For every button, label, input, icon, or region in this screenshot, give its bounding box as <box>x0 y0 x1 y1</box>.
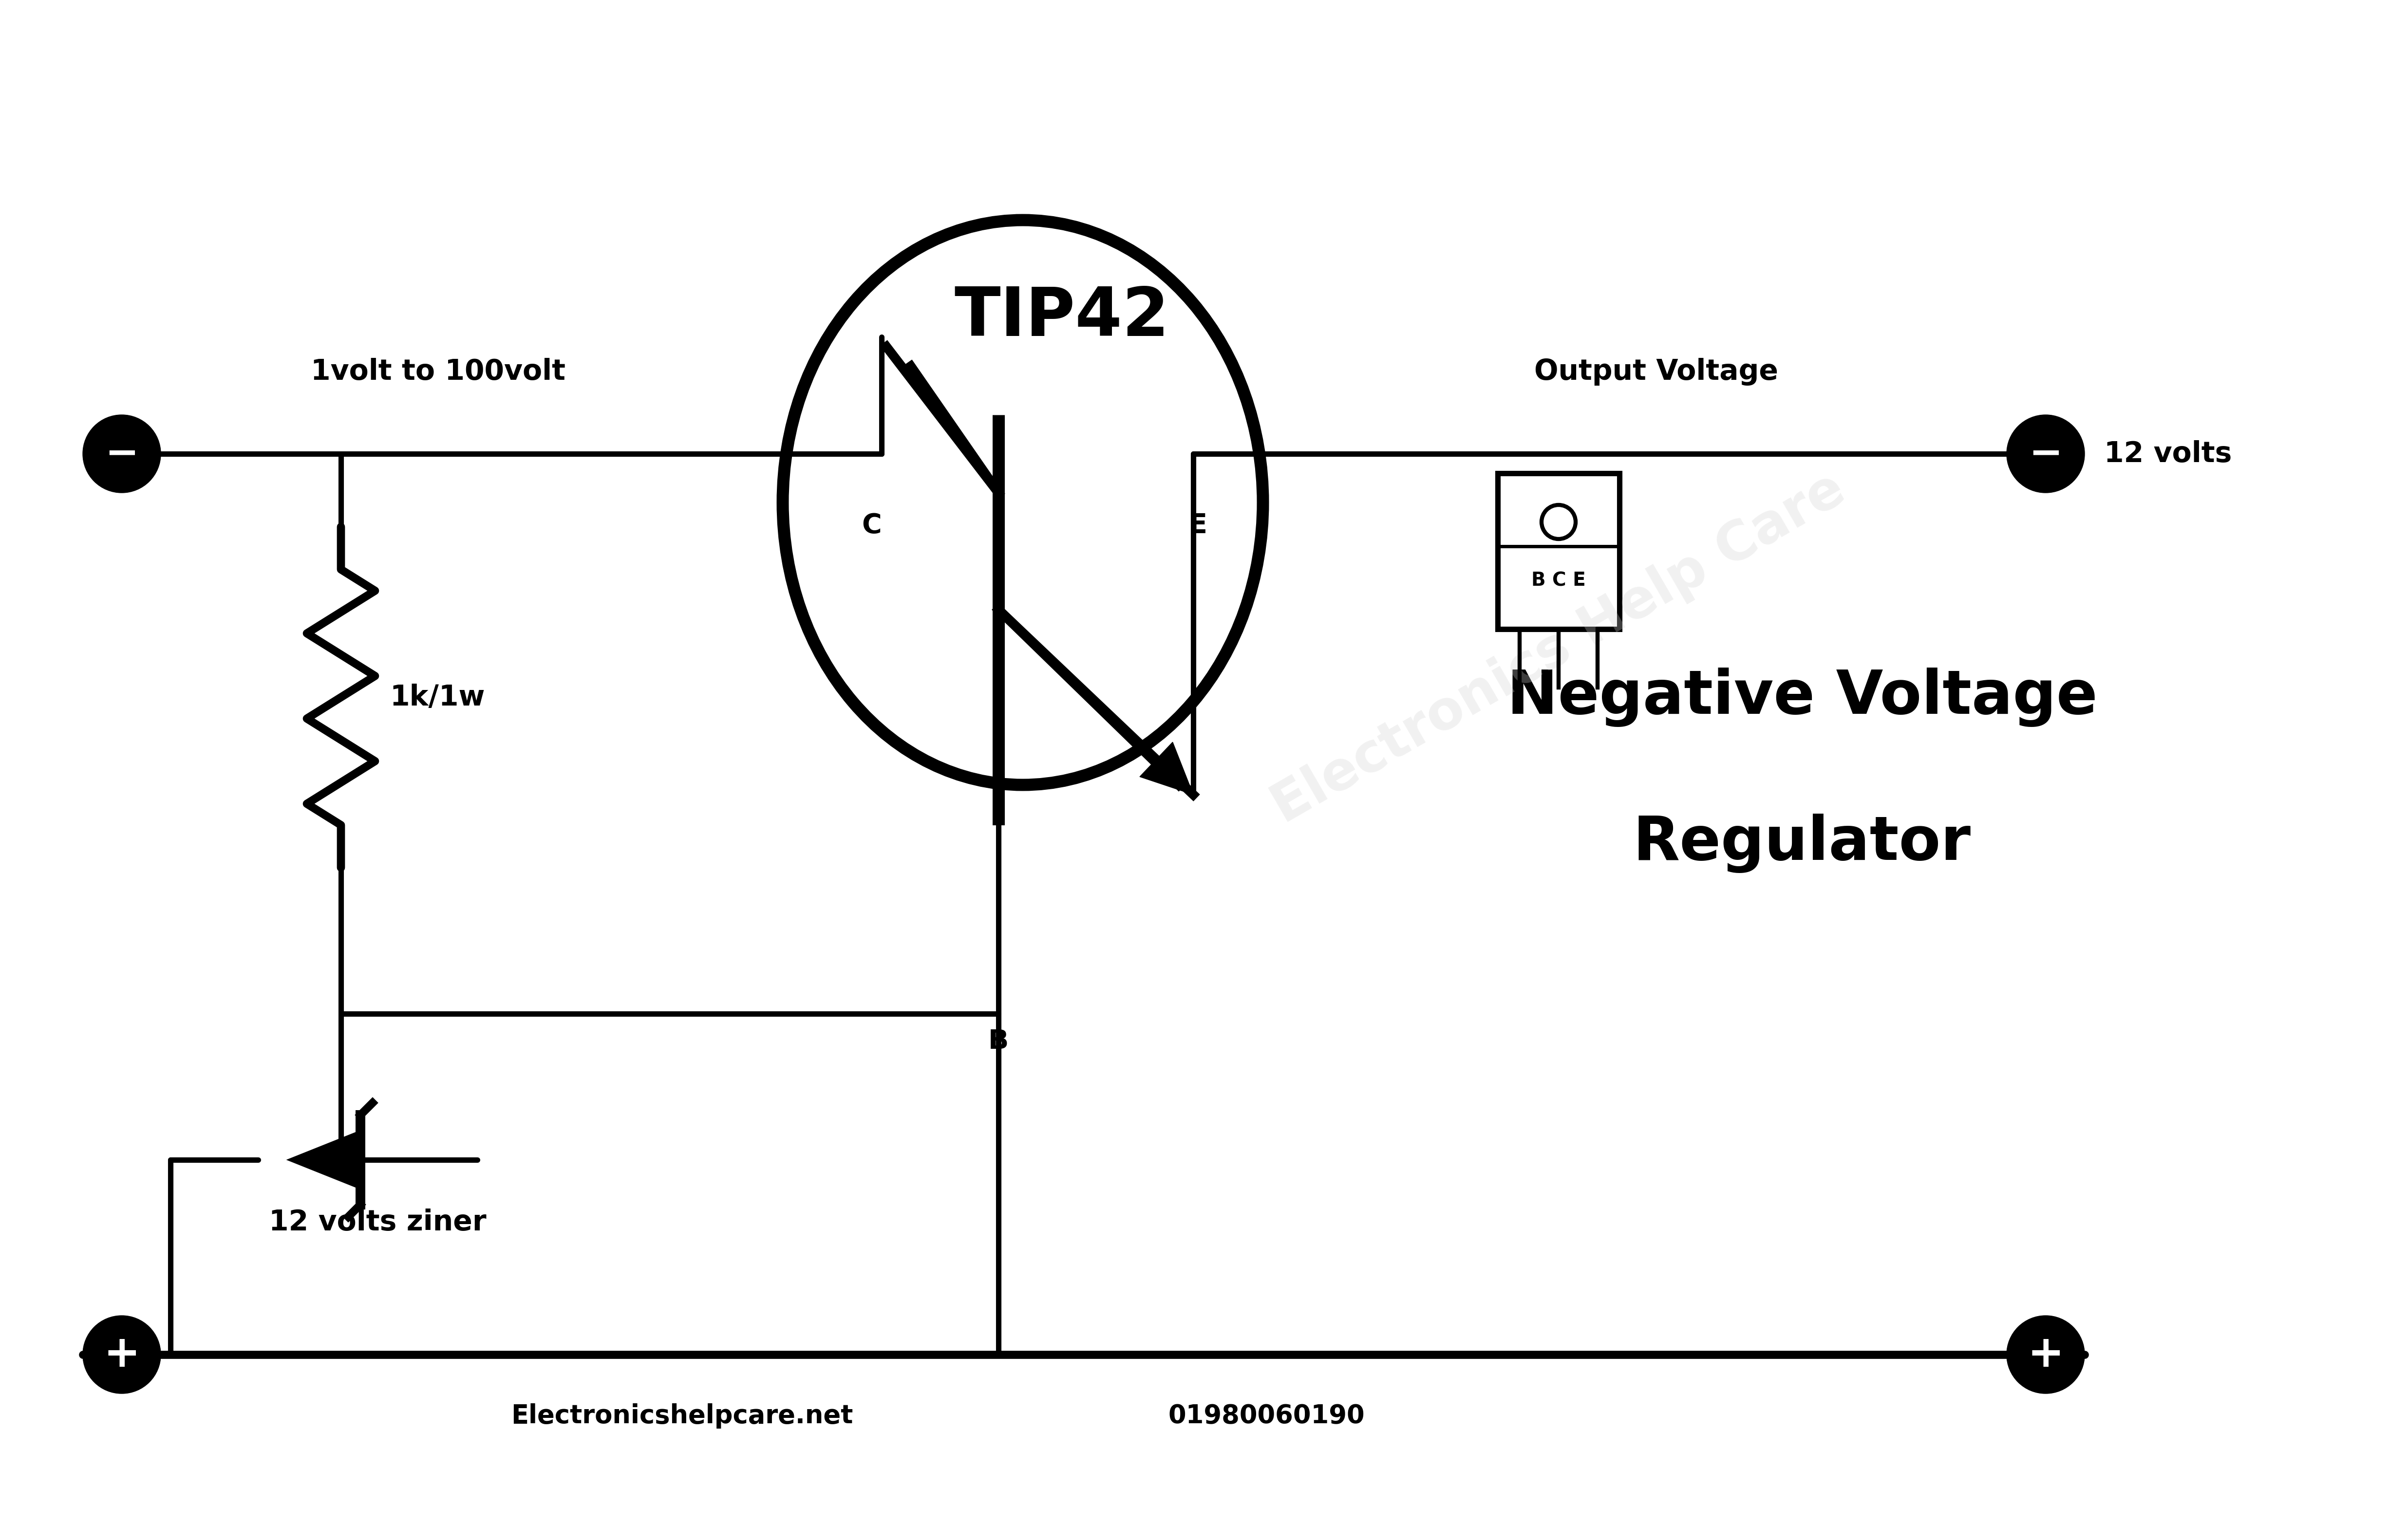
Text: +: + <box>2028 1333 2064 1376</box>
Text: Electronics Help Care: Electronics Help Care <box>1264 464 1854 834</box>
Polygon shape <box>296 1135 361 1185</box>
Text: 12 volts ziner: 12 volts ziner <box>270 1208 486 1237</box>
Circle shape <box>2006 415 2085 493</box>
Circle shape <box>82 415 161 493</box>
Text: 1volt to 100volt: 1volt to 100volt <box>311 358 566 386</box>
Polygon shape <box>1139 743 1194 795</box>
Text: 1k/1w: 1k/1w <box>390 683 484 711</box>
Text: Electronicshelpcare.net: Electronicshelpcare.net <box>510 1403 852 1429</box>
Text: +: + <box>104 1333 140 1376</box>
Text: C: C <box>862 512 881 538</box>
Text: TIP42: TIP42 <box>954 285 1170 351</box>
Text: −: − <box>2028 435 2064 474</box>
Bar <box>1498 473 1621 630</box>
Circle shape <box>2006 1316 2085 1394</box>
Text: B C E: B C E <box>1531 572 1587 590</box>
Text: −: − <box>104 435 140 474</box>
Text: B: B <box>987 1028 1009 1055</box>
Text: Negative Voltage: Negative Voltage <box>1507 668 2097 727</box>
Text: Regulator: Regulator <box>1633 814 1972 872</box>
Text: 01980060190: 01980060190 <box>1168 1403 1365 1429</box>
Text: E: E <box>1190 512 1206 538</box>
Circle shape <box>82 1316 161 1394</box>
Text: 12 volts: 12 volts <box>2105 439 2232 468</box>
Text: Output Voltage: Output Voltage <box>1534 358 1777 386</box>
